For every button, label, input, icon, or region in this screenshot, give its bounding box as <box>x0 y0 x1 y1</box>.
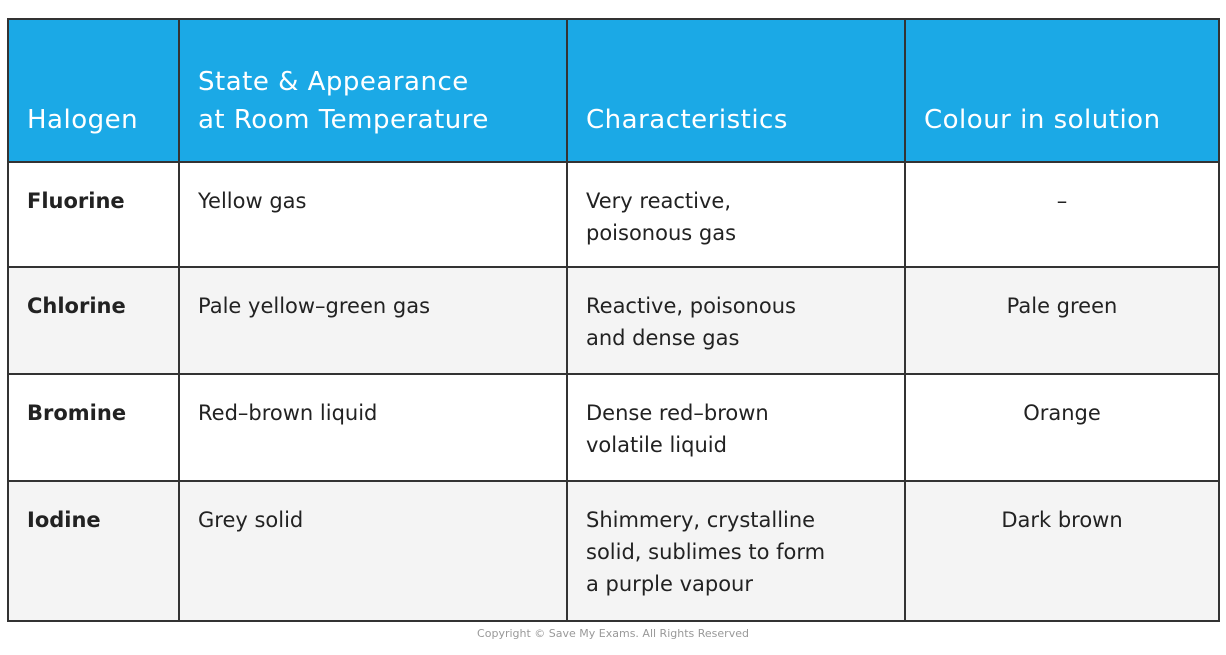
table-cell: Pale green <box>906 268 1218 375</box>
cell-text: Yellow gas <box>198 189 307 213</box>
table-cell: Bromine <box>9 375 180 482</box>
header-cell: State & Appearance at Room Temperature <box>180 20 568 163</box>
table-cell: Iodine <box>9 482 180 620</box>
table-cell: Orange <box>906 375 1218 482</box>
table-cell: Dense red–brown volatile liquid <box>568 375 906 482</box>
cell-text: Grey solid <box>198 508 304 532</box>
cell-text: – <box>1056 189 1068 213</box>
cell-text: Reactive, poisonous <box>586 294 796 318</box>
header-cell: Halogen <box>9 20 180 163</box>
cell-text: Colour in solution <box>924 105 1161 135</box>
cell-text: at Room Temperature <box>198 105 489 135</box>
table-cell: Fluorine <box>9 163 180 268</box>
table-cell: Pale yellow–green gas <box>180 268 568 375</box>
cell-text: Red–brown liquid <box>198 401 378 425</box>
table-cell: Grey solid <box>180 482 568 620</box>
table-cell: Yellow gas <box>180 163 568 268</box>
cell-text: Dark brown <box>1001 508 1123 532</box>
cell-text: Fluorine <box>27 189 125 213</box>
header-cell: Colour in solution <box>906 20 1218 163</box>
cell-text: volatile liquid <box>586 433 727 457</box>
table-cell: Dark brown <box>906 482 1218 620</box>
cell-text: Halogen <box>27 105 139 135</box>
header-cell: Characteristics <box>568 20 906 163</box>
table-cell: Reactive, poisonous and dense gas <box>568 268 906 375</box>
cell-text: Pale yellow–green gas <box>198 294 431 318</box>
halogen-table: Halogen State & Appearance at Room Tempera… <box>7 18 1220 622</box>
cell-text: a purple vapour <box>586 572 753 596</box>
cell-text: Characteristics <box>586 105 788 135</box>
table-cell: Red–brown liquid <box>180 375 568 482</box>
cell-text: Dense red–brown <box>586 401 769 425</box>
cell-text: poisonous gas <box>586 221 737 245</box>
copyright: Copyright © Save My Exams. All Rights Re… <box>477 627 749 640</box>
cell-text: Iodine <box>27 508 101 532</box>
cell-text: Chlorine <box>27 294 126 318</box>
cell-text: Shimmery, crystalline <box>586 508 816 532</box>
cell-text: and dense gas <box>586 326 740 350</box>
cell-text: solid, sublimes to form <box>586 540 826 564</box>
table-cell: – <box>906 163 1218 268</box>
cell-text: Orange <box>1023 401 1101 425</box>
cell-text: Pale green <box>1006 294 1118 318</box>
table-cell: Shimmery, crystalline solid, sublimes to … <box>568 482 906 620</box>
cell-text: State & Appearance <box>198 67 469 97</box>
table-cell: Very reactive, poisonous gas <box>568 163 906 268</box>
cell-text: Bromine <box>27 401 127 425</box>
table-cell: Chlorine <box>9 268 180 375</box>
cell-text: Very reactive, <box>586 189 731 213</box>
